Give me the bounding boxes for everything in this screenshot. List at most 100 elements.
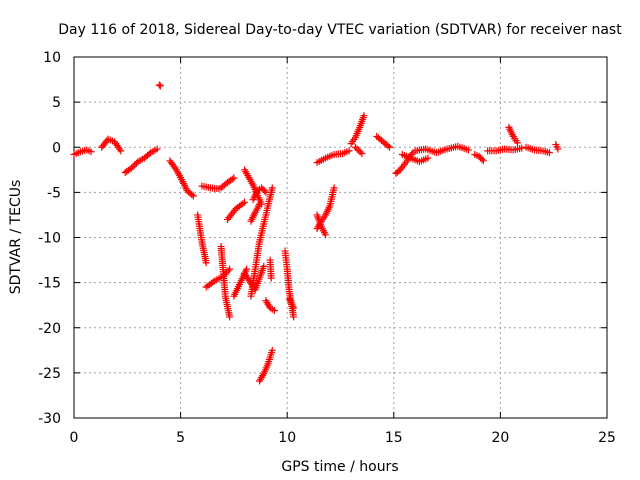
data-point [424,154,432,162]
y-tick-label: -20 [38,321,61,337]
data-series-track [217,243,234,321]
data-point [230,174,238,182]
data-point [478,155,486,163]
y-tick-label: -30 [38,411,61,427]
data-point [129,162,137,170]
x-tick-label: 0 [70,430,79,446]
data-point [356,148,364,156]
y-tick-label: 0 [52,140,61,156]
data-series-track [262,297,278,315]
data-point [145,150,153,158]
data-points [70,81,562,385]
data-point [479,157,487,165]
data-series-track [155,81,164,90]
data-point [464,146,472,154]
data-point [156,82,164,90]
data-point [87,148,95,156]
data-point [260,187,268,195]
data-point [117,147,125,155]
data-point [132,159,140,167]
data-point [226,313,234,321]
data-point [153,145,161,153]
data-point [353,145,361,153]
chart-title: Day 116 of 2018, Sidereal Day-to-day VTE… [58,22,622,38]
data-point [360,112,368,120]
data-point [384,142,392,150]
data-point [209,278,217,286]
data-series-track [247,184,276,300]
data-point [330,184,338,192]
data-series-track [351,143,366,158]
data-series-track [484,144,526,155]
data-point [518,144,526,152]
y-tick-label: -10 [38,231,61,247]
data-point [202,259,210,267]
y-tick-label: -5 [47,185,61,201]
data-point [188,191,196,199]
data-series-track [505,123,521,147]
data-series-track [247,200,263,225]
data-series-track [411,142,472,157]
data-point [224,267,232,275]
data-series-track [398,150,432,166]
data-point [241,198,249,206]
data-series-track [217,174,238,192]
data-point [226,265,234,273]
data-point [243,265,251,273]
data-series-track [121,145,161,177]
data-series-track [313,147,353,167]
y-tick-label: 10 [43,50,61,66]
data-point [386,143,394,151]
data-point [545,149,553,157]
data-point [290,313,298,321]
data-point [155,81,163,89]
data-series-track [202,265,234,291]
data-point [355,146,363,154]
data-series-track [224,198,249,223]
y-tick-label: -25 [38,366,61,382]
data-point [268,346,276,354]
x-tick-label: 10 [278,430,296,446]
data-series-track [313,211,330,239]
data-point [270,307,278,315]
data-point [290,304,298,312]
data-series-track [249,184,270,204]
data-series-track [285,295,298,312]
data-series-track [98,135,125,155]
data-point [131,161,139,169]
y-tick-label: -15 [38,276,61,292]
data-point [267,274,275,282]
data-series-track [166,157,197,200]
x-tick-label: 15 [385,430,403,446]
data-point [262,188,270,196]
grid [74,57,607,418]
x-tick-label: 20 [491,430,509,446]
data-point [228,175,236,183]
axis-ticks: 0 5 10 15 20 25 -30 -25 -20 -15 -10 -5 0 5 10 [38,50,616,446]
data-point [268,184,276,192]
data-series-track [70,146,95,158]
data-point [189,192,197,200]
data-point [255,200,263,208]
data-series-track [281,247,298,321]
data-series-track [373,132,394,151]
data-series-track [194,211,210,267]
data-series-track [266,256,275,282]
data-series-track [471,150,487,165]
data-series-track [347,112,368,148]
x-axis-label: GPS time / hours [281,459,398,475]
data-series-track [522,143,553,157]
data-series-track [313,184,338,232]
data-point [239,200,247,208]
data-point [554,145,562,153]
x-tick-label: 5 [176,430,185,446]
data-point [345,147,353,155]
data-point [351,143,359,151]
data-series-track [552,141,562,153]
y-axis-label: SDTVAR / TECUs [8,180,24,295]
data-point [358,150,366,158]
data-point [322,231,330,239]
data-series-track [255,346,276,385]
data-point [260,262,268,270]
